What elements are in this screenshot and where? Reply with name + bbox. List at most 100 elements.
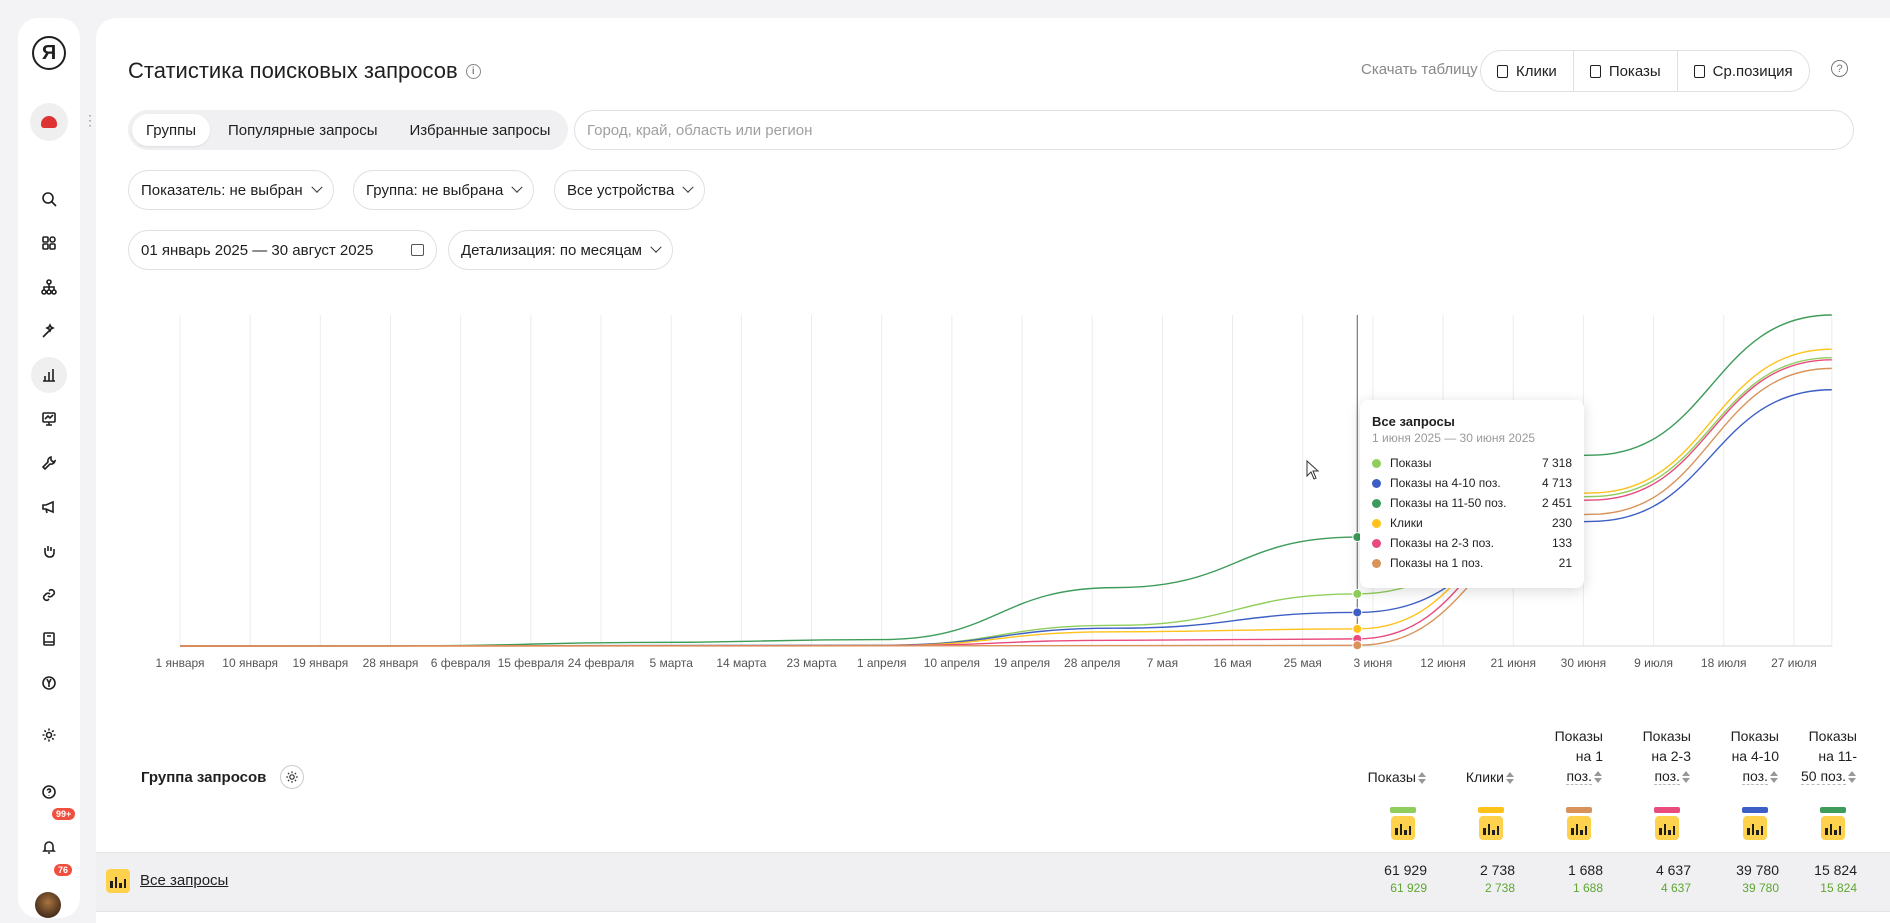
- row-chart-toggle-icon[interactable]: [106, 869, 130, 893]
- devices-dropdown[interactable]: Все устройства: [554, 170, 706, 210]
- cell-total: 39 780: [1736, 862, 1779, 878]
- column-chart-toggle-icon[interactable]: [1567, 816, 1591, 840]
- sitemap-icon[interactable]: [31, 269, 67, 305]
- cell-sub: 1 688: [1572, 881, 1603, 895]
- chart-icon[interactable]: [31, 357, 67, 393]
- table-cell: 4 637 4 637: [1611, 862, 1691, 895]
- book-icon[interactable]: [31, 621, 67, 657]
- magic-icon[interactable]: [31, 313, 67, 349]
- date-range-picker[interactable]: 01 январь 2025 — 30 август 2025: [128, 230, 438, 270]
- tab-groups[interactable]: Группы: [132, 114, 210, 146]
- series-line-1: [179, 389, 1832, 647]
- download-shows-button[interactable]: Показы: [1574, 51, 1678, 91]
- avatar-badge: 76: [54, 864, 73, 876]
- download-clicks-button[interactable]: Клики: [1481, 51, 1574, 91]
- yandex-logo[interactable]: Я: [32, 36, 66, 70]
- line-chart[interactable]: 1 января 10 января 19 января 28 января 6 фев…: [0, 0, 1890, 700]
- table-settings-button[interactable]: [280, 765, 305, 789]
- detail-label: Детализация: по месяцам: [461, 241, 642, 259]
- x-tick-label: 1 января: [155, 656, 204, 670]
- x-tick-label: 21 июня: [1490, 656, 1536, 670]
- settings-icon[interactable]: [31, 717, 67, 753]
- sidebar: Я 99+ 76: [18, 18, 80, 918]
- megaphone-icon[interactable]: [31, 489, 67, 525]
- tooltip-series-name: Клики: [1390, 516, 1423, 530]
- x-tick-label: 23 марта: [786, 656, 836, 670]
- help-icon[interactable]: [31, 774, 67, 810]
- column-color-bar: [1390, 807, 1416, 813]
- column-header-5[interactable]: Показы на 11- 50 поз.: [1801, 728, 1857, 785]
- tab-favorites[interactable]: Избранные запросы: [409, 121, 551, 139]
- region-input[interactable]: [574, 110, 1854, 150]
- file-icon: [1693, 64, 1705, 78]
- tab-popular[interactable]: Популярные запросы: [227, 121, 378, 139]
- tooltip-period: 1 июня 2025 — 30 июня 2025: [1372, 431, 1536, 445]
- x-tick-label: 25 мая: [1284, 656, 1322, 670]
- x-tick-label: 1 апреля: [857, 656, 907, 670]
- x-tick-label: 5 марта: [649, 656, 693, 670]
- column-chart-toggle-icon[interactable]: [1743, 816, 1767, 840]
- user-avatar[interactable]: [35, 892, 61, 918]
- column-header-3[interactable]: Показы на 2-3 поз.: [1642, 728, 1691, 785]
- column-chart-toggle-icon[interactable]: [1479, 816, 1503, 840]
- column-chart-toggle-icon[interactable]: [1655, 816, 1679, 840]
- table-row[interactable]: [96, 852, 1890, 912]
- download-position-button[interactable]: Ср.позиция: [1678, 51, 1809, 91]
- x-tick-label: 24 февраля: [568, 656, 634, 670]
- column-chart-toggle-icon[interactable]: [1391, 816, 1415, 840]
- series-point-0: [1352, 588, 1363, 599]
- help-icon[interactable]: ?: [1831, 60, 1848, 77]
- tooltip-dot: [1372, 498, 1381, 508]
- tooltip-value: 4 713: [1541, 476, 1572, 490]
- tooltip-row: Показы на 1 поз. 21: [1372, 553, 1572, 573]
- tooltip-dot: [1372, 558, 1381, 568]
- gear-icon: [286, 771, 299, 783]
- site-avatar[interactable]: [30, 103, 68, 141]
- column-header-2[interactable]: Показы на 1 поз.: [1554, 728, 1603, 785]
- tooltip-row: Показы на 4-10 поз. 4 713: [1372, 473, 1572, 493]
- main-panel: Статистика поисковых запросов i Скачать …: [96, 18, 1890, 923]
- x-tick-label: 30 июня: [1561, 656, 1607, 670]
- tooltip-series-name: Показы на 1 поз.: [1390, 556, 1484, 570]
- x-tick-label: 16 мая: [1213, 656, 1251, 670]
- yandex-icon[interactable]: [31, 665, 67, 701]
- group-dropdown[interactable]: Группа: не выбрана: [353, 170, 535, 210]
- indicator-dropdown[interactable]: Показатель: не выбран: [128, 170, 334, 210]
- info-icon[interactable]: i: [465, 63, 481, 79]
- bell-icon[interactable]: [31, 829, 67, 865]
- column-chart-toggle-icon[interactable]: [1821, 816, 1845, 840]
- cell-total: 2 738: [1479, 862, 1515, 878]
- apps-icon[interactable]: [31, 225, 67, 261]
- mouse-cursor-icon: [1306, 460, 1320, 480]
- wrench-icon[interactable]: [31, 445, 67, 481]
- x-tick-label: 28 апреля: [1064, 656, 1120, 670]
- tooltip-value: 2 451: [1541, 496, 1572, 510]
- cell-total: 1 688: [1567, 862, 1603, 878]
- tabs: Группы Популярные запросы Избранные запр…: [128, 110, 569, 150]
- table-cell: 2 738 2 738: [1435, 862, 1515, 895]
- column-color-bar: [1478, 807, 1504, 813]
- series-point-3: [1352, 623, 1363, 634]
- link-icon[interactable]: [31, 577, 67, 613]
- group-header-label: Группа запросов: [141, 768, 267, 786]
- monitor-icon[interactable]: [31, 401, 67, 437]
- row-name-link[interactable]: Все запросы: [140, 872, 229, 889]
- column-header-0[interactable]: Показы: [1368, 767, 1427, 787]
- column-header-4[interactable]: Показы на 4-10 поз.: [1730, 728, 1779, 785]
- hand-icon[interactable]: [31, 533, 67, 569]
- column-color-bar: [1654, 807, 1680, 813]
- notifications-badge: 99+: [52, 808, 76, 820]
- cell-total: 4 637: [1655, 862, 1691, 878]
- page-title-text: Статистика поисковых запросов: [128, 58, 458, 83]
- tooltip-value: 230: [1551, 516, 1572, 530]
- detail-dropdown[interactable]: Детализация: по месяцам: [448, 230, 673, 270]
- tooltip-row: Показы 7 318: [1372, 453, 1572, 473]
- search-icon[interactable]: [31, 181, 67, 217]
- x-tick-label: 18 июля: [1701, 656, 1747, 670]
- download-position-label: Ср.позиция: [1712, 62, 1793, 80]
- tooltip-series-name: Показы на 4-10 поз.: [1390, 476, 1501, 490]
- indicator-label: Показатель: не выбран: [141, 181, 303, 199]
- tooltip-series-name: Показы: [1390, 456, 1432, 470]
- site-favicon-icon: [41, 116, 57, 128]
- column-header-1[interactable]: Клики: [1466, 767, 1515, 787]
